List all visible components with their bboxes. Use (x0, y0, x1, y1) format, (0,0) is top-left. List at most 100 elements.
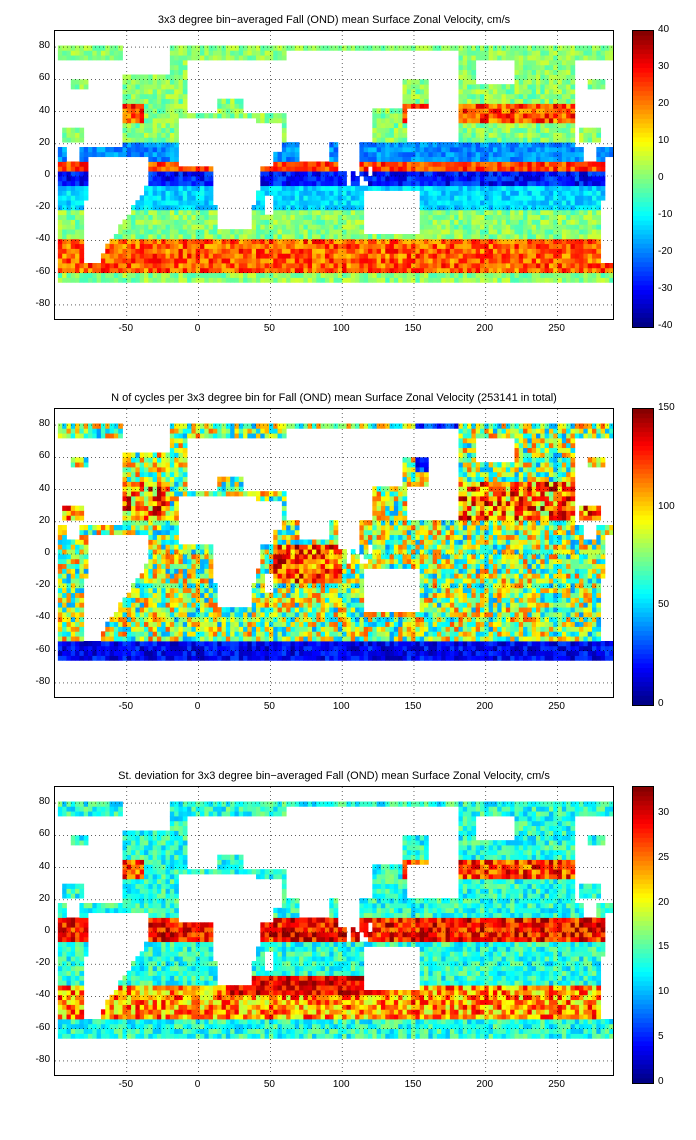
heatmap-cell (544, 214, 550, 220)
heatmap-cell (217, 103, 222, 109)
heatmap-cell (346, 200, 352, 206)
heatmap-cell (523, 205, 528, 211)
heatmap-cell (165, 166, 171, 172)
heatmap-cell (372, 156, 378, 162)
heatmap-cell (467, 190, 472, 196)
heatmap-cell (57, 602, 63, 608)
heatmap-cell (191, 258, 197, 264)
heatmap-cell (467, 166, 472, 172)
heatmap-cell (398, 176, 403, 182)
heatmap-cell (587, 243, 593, 249)
heatmap-cell (583, 272, 589, 278)
heatmap-cell (393, 108, 399, 114)
heatmap-cell (596, 224, 602, 230)
heatmap-cell (148, 234, 154, 240)
heatmap-cell (156, 205, 162, 211)
heatmap-cell (70, 132, 76, 138)
heatmap-cell (514, 238, 520, 245)
heatmap-cell (380, 248, 386, 254)
heatmap-cell (169, 636, 175, 642)
heatmap-cell (243, 45, 248, 51)
heatmap-cell (484, 176, 490, 182)
heatmap-cell (161, 156, 166, 162)
heatmap-cell (436, 243, 442, 249)
heatmap-cell (312, 45, 317, 51)
heatmap-cell (169, 229, 175, 235)
heatmap-cell (148, 583, 154, 589)
heatmap-cell (329, 151, 334, 158)
heatmap-cell (604, 45, 610, 51)
heatmap-cell (505, 224, 511, 230)
heatmap-cell (195, 166, 201, 172)
heatmap-cell (66, 171, 72, 177)
heatmap-cell (144, 277, 149, 283)
heatmap-cell (329, 248, 334, 254)
heatmap-cell (372, 45, 378, 51)
heatmap-cell (75, 219, 80, 225)
heatmap-cell (83, 641, 89, 647)
heatmap-cell (510, 147, 515, 153)
heatmap-cell (83, 544, 89, 550)
heatmap-cell (428, 195, 434, 201)
heatmap-cell (428, 243, 434, 249)
heatmap-cell (514, 234, 520, 240)
heatmap-cell (544, 161, 550, 167)
heatmap-cell (62, 510, 67, 516)
heatmap-cell (342, 180, 347, 187)
heatmap-cell (389, 147, 395, 153)
heatmap-cell (75, 621, 80, 627)
heatmap-cell (531, 137, 537, 143)
heatmap-cell (70, 510, 76, 516)
colorbar-step (633, 146, 653, 152)
heatmap-cell (62, 171, 67, 177)
heatmap-cell (316, 209, 322, 216)
heatmap-cell (579, 176, 584, 182)
heatmap-cell (135, 267, 141, 274)
heatmap-cell (510, 89, 515, 95)
heatmap-cell (92, 277, 98, 283)
colorbar-step (633, 313, 653, 319)
heatmap-cell (303, 161, 309, 167)
heatmap-cell (497, 127, 502, 133)
heatmap-cell (122, 151, 128, 158)
heatmap-cell (415, 103, 421, 109)
heatmap-cell (359, 219, 365, 225)
heatmap-cell (419, 89, 425, 95)
heatmap-cell (221, 267, 227, 274)
heatmap-cell (75, 234, 80, 240)
heatmap-cell (419, 238, 425, 245)
heatmap-cell (182, 84, 188, 90)
heatmap-cell (337, 219, 343, 225)
heatmap-cell (398, 234, 403, 240)
heatmap-cell (609, 151, 613, 158)
heatmap-cell (544, 209, 550, 216)
heatmap-cell (553, 234, 558, 240)
heatmap-cell (415, 89, 421, 95)
heatmap-cell (105, 258, 110, 264)
heatmap-cell (445, 195, 451, 201)
heatmap-cell (161, 573, 166, 579)
heatmap-cell (230, 277, 235, 283)
heatmap-cell (113, 151, 119, 158)
heatmap-cell (165, 272, 171, 278)
heatmap-cell (419, 156, 425, 162)
heatmap-cell (557, 118, 563, 124)
heatmap-cell (156, 467, 162, 473)
heatmap-cell (75, 238, 80, 245)
heatmap-cell (144, 234, 149, 240)
heatmap-cell (561, 98, 567, 104)
heatmap-cell (505, 248, 511, 254)
heatmap-cell (118, 238, 123, 245)
heatmap-cell (346, 45, 352, 51)
heatmap-cell (139, 205, 145, 211)
heatmap-cell (527, 127, 533, 133)
heatmap-cell (118, 229, 123, 235)
heatmap-cell (445, 156, 451, 162)
heatmap-cell (523, 258, 528, 264)
heatmap-cell (62, 219, 67, 225)
heatmap-cell (230, 238, 235, 245)
heatmap-cell (527, 180, 533, 187)
heatmap-cell (131, 219, 136, 225)
heatmap-cell (458, 79, 464, 85)
heatmap-cell (100, 55, 106, 61)
